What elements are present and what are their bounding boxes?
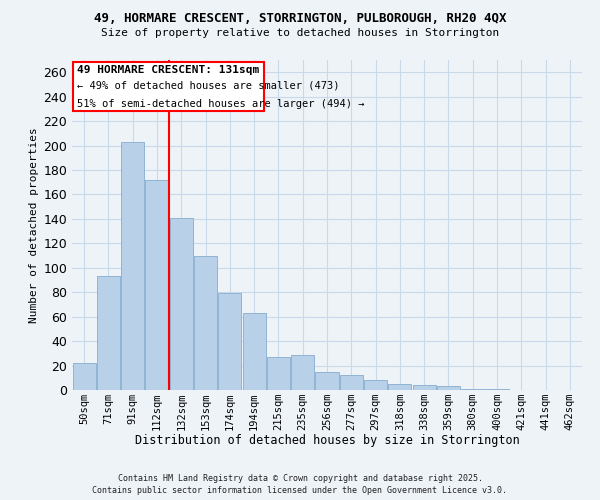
Bar bbox=[364, 380, 387, 390]
Bar bbox=[242, 313, 266, 390]
Bar bbox=[437, 386, 460, 390]
Bar bbox=[73, 363, 95, 390]
Y-axis label: Number of detached properties: Number of detached properties bbox=[29, 127, 39, 323]
X-axis label: Distribution of detached houses by size in Storrington: Distribution of detached houses by size … bbox=[134, 434, 520, 448]
Bar bbox=[291, 354, 314, 390]
Bar bbox=[97, 276, 120, 390]
Text: ← 49% of detached houses are smaller (473): ← 49% of detached houses are smaller (47… bbox=[77, 81, 340, 91]
Text: Size of property relative to detached houses in Storrington: Size of property relative to detached ho… bbox=[101, 28, 499, 38]
Bar bbox=[194, 256, 217, 390]
Bar bbox=[485, 389, 509, 390]
Bar bbox=[218, 294, 241, 390]
Bar bbox=[461, 389, 484, 390]
Bar bbox=[316, 372, 338, 390]
Bar bbox=[121, 142, 144, 390]
Text: 49 HORMARE CRESCENT: 131sqm: 49 HORMARE CRESCENT: 131sqm bbox=[77, 65, 260, 75]
Text: 49, HORMARE CRESCENT, STORRINGTON, PULBOROUGH, RH20 4QX: 49, HORMARE CRESCENT, STORRINGTON, PULBO… bbox=[94, 12, 506, 26]
Text: 51% of semi-detached houses are larger (494) →: 51% of semi-detached houses are larger (… bbox=[77, 99, 364, 109]
Bar bbox=[267, 357, 290, 390]
Bar bbox=[388, 384, 412, 390]
Bar bbox=[145, 180, 169, 390]
Text: Contains HM Land Registry data © Crown copyright and database right 2025.
Contai: Contains HM Land Registry data © Crown c… bbox=[92, 474, 508, 495]
Bar bbox=[413, 385, 436, 390]
Bar bbox=[170, 218, 193, 390]
Bar bbox=[340, 376, 363, 390]
FancyBboxPatch shape bbox=[73, 62, 264, 112]
